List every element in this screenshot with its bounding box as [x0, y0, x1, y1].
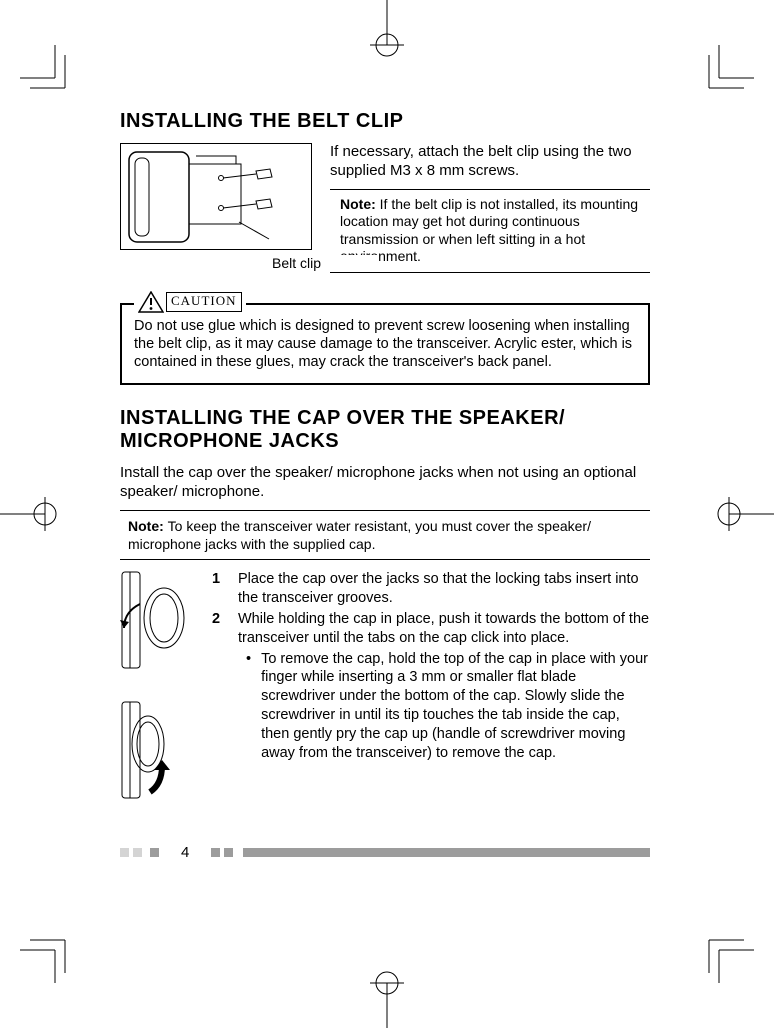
belt-clip-text: If necessary, attach the belt clip using…	[330, 143, 650, 273]
step-2-num: 2	[212, 610, 224, 648]
belt-clip-diagram	[120, 143, 312, 250]
caution-badge: CAUTION	[134, 291, 246, 313]
step-1-num: 1	[212, 570, 224, 608]
caution-label: CAUTION	[166, 292, 242, 312]
step-1-text: Place the cap over the jacks so that the…	[238, 570, 650, 608]
caution-text: Do not use glue which is designed to pre…	[134, 318, 632, 370]
cap-steps-text: 1 Place the cap over the jacks so that t…	[212, 570, 650, 800]
cap-note: Note: To keep the transceiver water resi…	[120, 510, 650, 560]
belt-clip-label: Belt clip	[270, 255, 378, 271]
step-1: 1 Place the cap over the jacks so that t…	[212, 570, 650, 608]
bullet-text: To remove the cap, hold the top of the c…	[261, 650, 650, 763]
bullet-dot: •	[246, 650, 251, 763]
step-bullet: • To remove the cap, hold the top of the…	[246, 650, 650, 763]
belt-clip-diagram-wrap: Belt clip	[120, 143, 320, 273]
note-text: If the belt clip is not installed, its m…	[340, 196, 638, 265]
note2-label: Note:	[128, 518, 168, 534]
step-2-text: While holding the cap in place, push it …	[238, 610, 650, 648]
heading-cap: INSTALLING THE CAP OVER THE SPEAKER/ MIC…	[120, 407, 650, 453]
caution-box: CAUTION Do not use glue which is designe…	[120, 303, 650, 385]
footer-sq	[120, 848, 129, 857]
footer-sq	[211, 848, 220, 857]
heading-belt-clip: INSTALLING THE BELT CLIP	[120, 110, 650, 133]
belt-clip-row: Belt clip If necessary, attach the belt …	[120, 143, 650, 273]
note-label: Note:	[340, 196, 380, 212]
page-footer: 4	[120, 844, 650, 861]
footer-sq	[224, 848, 233, 857]
page-content: INSTALLING THE BELT CLIP	[120, 110, 650, 861]
note2-text: To keep the transceiver water resistant,…	[128, 518, 591, 552]
page-number: 4	[181, 844, 189, 861]
cap-diagram-col	[120, 570, 200, 800]
belt-clip-note: Note: If the belt clip is not installed,…	[330, 189, 650, 273]
cap-diagram-1	[120, 570, 190, 670]
cap-steps-row: 1 Place the cap over the jacks so that t…	[120, 570, 650, 800]
cap-diagram-2	[120, 700, 190, 800]
footer-sq	[133, 848, 142, 857]
warning-icon	[138, 291, 164, 313]
belt-clip-intro: If necessary, attach the belt clip using…	[330, 143, 650, 181]
footer-bar	[243, 848, 650, 857]
footer-sq	[150, 848, 159, 857]
cap-intro: Install the cap over the speaker/ microp…	[120, 463, 650, 502]
step-2: 2 While holding the cap in place, push i…	[212, 610, 650, 648]
